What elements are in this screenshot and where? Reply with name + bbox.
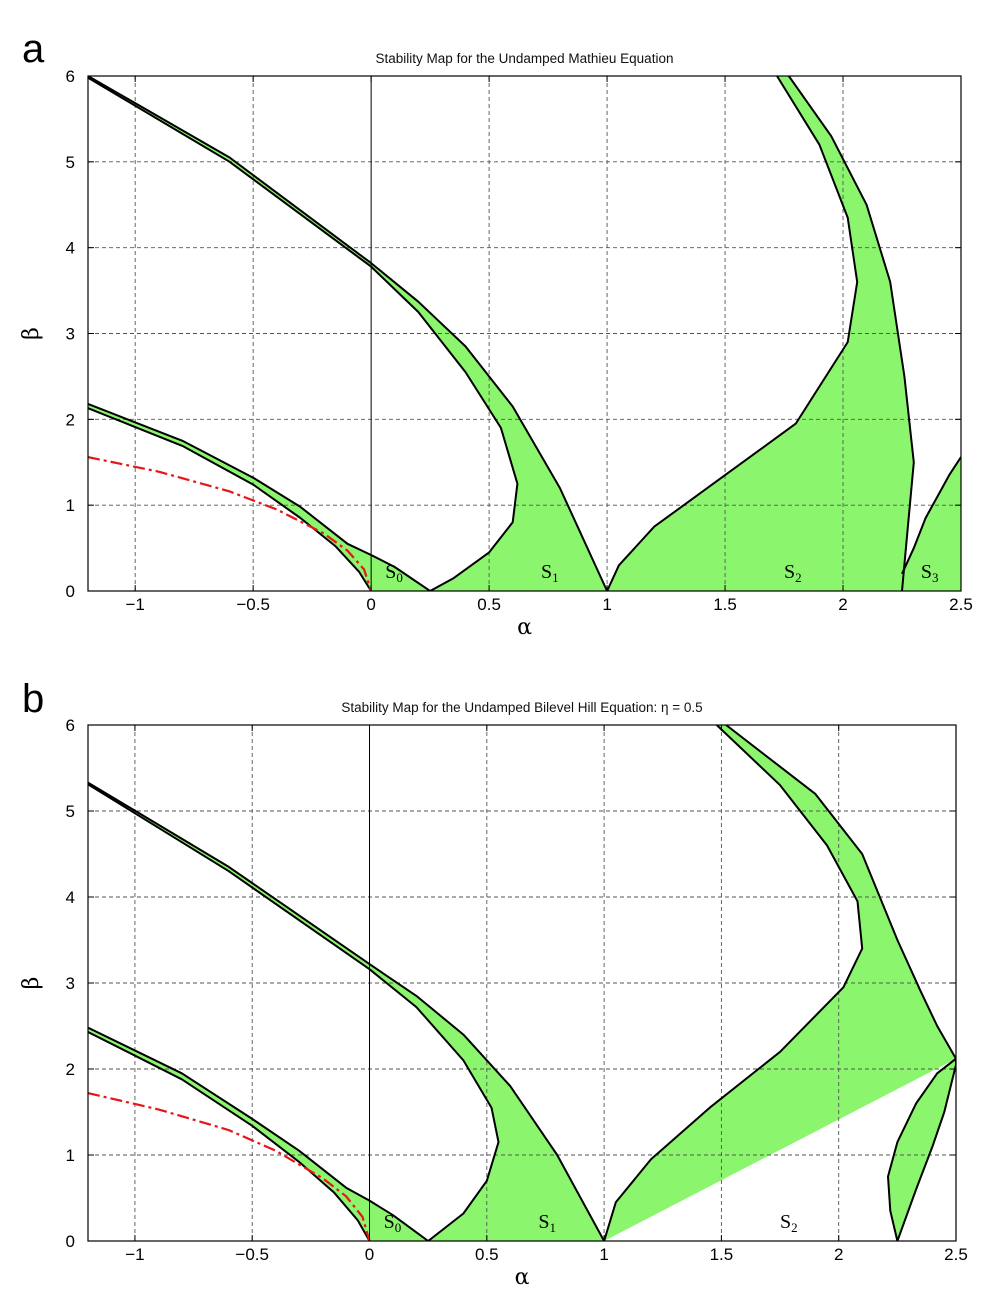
x-tick-label: 1.5 — [710, 1245, 734, 1264]
y-tick-label: 5 — [66, 802, 75, 821]
stability-region-s2 — [607, 76, 914, 591]
region-label-s1: S1 — [538, 1211, 556, 1235]
region-label-s2: S2 — [780, 1211, 798, 1235]
boundary-curve-s0-lower — [88, 407, 372, 591]
y-tick-label: 6 — [66, 716, 75, 735]
boundary-curve-s2-upper — [787, 76, 915, 591]
y-tick-label: 4 — [66, 888, 75, 907]
chart-panel-b: b Stability Map for the Undamped Bilevel … — [19, 677, 968, 1289]
x-tick-label: −1 — [125, 595, 144, 614]
x-tick-label: 0.5 — [475, 1245, 499, 1264]
instability-island-boundary — [887, 1057, 956, 1241]
x-tick-label: 0.5 — [477, 595, 501, 614]
region-label-s0: S0 — [385, 561, 403, 585]
x-tick-label: 1.5 — [713, 595, 737, 614]
stability-region-s3 — [902, 457, 961, 591]
plot-content — [88, 76, 961, 591]
chart-panel-a: a Stability Map for the Undamped Mathieu … — [19, 27, 973, 640]
y-tick-label: 0 — [66, 582, 75, 601]
boundary-curve-s1-lower — [88, 783, 500, 1241]
x-tick-label: −0.5 — [236, 595, 270, 614]
x-tick-label: 0 — [366, 595, 375, 614]
stability-region-s1 — [88, 76, 608, 591]
boundary-curve-s2-lower — [606, 76, 859, 591]
chart-title: Stability Map for the Undamped Mathieu E… — [376, 51, 674, 66]
x-tick-label: −1 — [125, 1245, 144, 1264]
y-tick-label: 2 — [66, 410, 75, 429]
stability-region-s1 — [88, 782, 605, 1241]
y-tick-label: 2 — [66, 1060, 75, 1079]
region-label-s0: S0 — [384, 1211, 402, 1235]
y-tick-label: 0 — [66, 1232, 75, 1251]
x-tick-label: 2 — [838, 595, 847, 614]
plot-content — [88, 725, 956, 1241]
region-label-s3: S3 — [921, 561, 939, 585]
boundary-curve-s1-upper — [88, 76, 609, 591]
boundary-curve-s0-upper — [88, 402, 431, 591]
boundary-curve-s2-upper — [725, 725, 956, 1060]
x-tick-label: 2.5 — [949, 595, 973, 614]
stability-region-s0 — [88, 403, 431, 591]
y-tick-label: 6 — [66, 67, 75, 86]
y-tick-label: 5 — [66, 153, 75, 172]
stability-region-s2 — [604, 725, 956, 1241]
boundary-curve-s2-lower — [603, 725, 864, 1241]
red-dashdot-curve — [88, 456, 373, 591]
x-axis-label: α — [517, 615, 532, 640]
x-tick-label: 2 — [834, 1245, 843, 1264]
x-tick-label: 0 — [365, 1245, 374, 1264]
x-tick-label: 1 — [602, 595, 611, 614]
region-label-s1: S1 — [541, 561, 559, 585]
x-tick-label: −0.5 — [235, 1245, 269, 1264]
chart-title: Stability Map for the Undamped Bilevel H… — [341, 700, 702, 715]
x-axis-label: α — [515, 1265, 530, 1289]
y-tick-label: 3 — [66, 974, 75, 993]
y-axis-label: β — [19, 977, 44, 990]
boundary-curve-s0-lower — [88, 1031, 371, 1241]
boundary-curve-s1-upper — [88, 781, 605, 1241]
y-axis-label: β — [19, 327, 44, 340]
y-tick-label: 4 — [66, 239, 75, 258]
region-label-s2: S2 — [784, 561, 802, 585]
boundary-curve-s1-lower — [88, 76, 519, 591]
red-dashdot-curve — [88, 1092, 371, 1241]
x-tick-label: 1 — [599, 1245, 608, 1264]
stability-region-s0 — [88, 1027, 429, 1241]
x-tick-label: 2.5 — [944, 1245, 968, 1264]
panel-letter: b — [22, 677, 44, 721]
y-tick-label: 1 — [66, 1146, 75, 1165]
y-tick-label: 3 — [66, 325, 75, 344]
panel-letter: a — [22, 27, 45, 71]
boundary-curve-s0-upper — [88, 1026, 429, 1241]
boundary-curve-s3-upper — [901, 456, 961, 575]
y-tick-label: 1 — [66, 496, 75, 515]
